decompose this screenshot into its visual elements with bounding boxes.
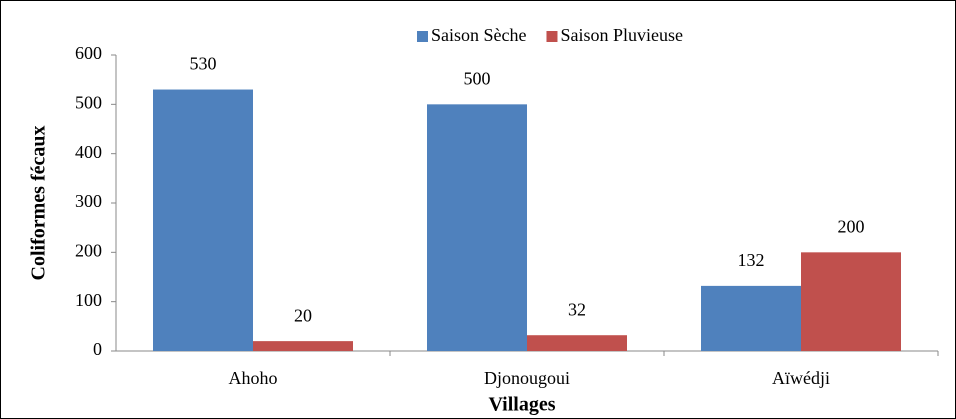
y-tick-label: 300 [75, 191, 102, 211]
legend-label: Saison Sèche [431, 25, 526, 45]
bar [701, 285, 801, 351]
legend-swatch [417, 31, 428, 42]
bar [527, 335, 627, 351]
bar [253, 341, 353, 351]
legend-label: Saison Pluvieuse [560, 25, 683, 45]
value-label: 530 [190, 54, 217, 74]
value-label: 500 [464, 68, 491, 88]
value-label: 32 [568, 299, 586, 319]
value-label: 20 [294, 305, 312, 325]
value-label: 200 [838, 216, 865, 236]
y-tick-label: 400 [75, 142, 102, 162]
x-tick-label: Ahoho [229, 368, 278, 388]
legend-swatch [546, 31, 558, 42]
x-axis-title: Villages [488, 394, 555, 416]
y-axis-title: Coliformes fécaux [28, 126, 50, 281]
x-tick-label: Aïwédji [772, 368, 830, 388]
bar [153, 89, 253, 352]
x-tick-label: Djonougoui [484, 368, 570, 388]
bar [427, 104, 527, 351]
y-tick-label: 100 [75, 290, 102, 310]
y-tick-label: 600 [75, 43, 102, 63]
value-label: 132 [738, 250, 765, 270]
y-tick-label: 500 [75, 92, 102, 112]
y-tick-label: 200 [75, 240, 102, 260]
bar [801, 252, 901, 351]
y-tick-label: 0 [93, 339, 102, 359]
